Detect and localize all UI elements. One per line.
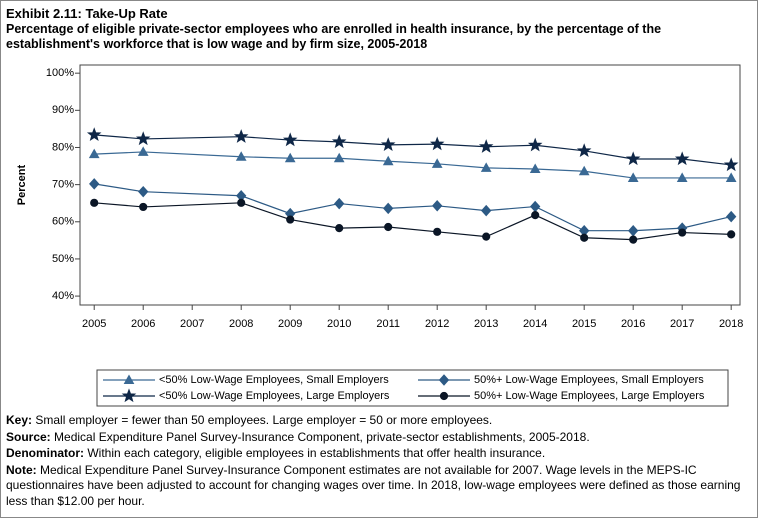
marker [333, 152, 345, 163]
note-label: Denominator: [6, 446, 84, 460]
marker [576, 143, 592, 157]
x-tick-label: 2006 [131, 318, 155, 330]
legend-label: 50%+ Low-Wage Employees, Large Employers [474, 390, 705, 402]
x-tick-label: 2012 [425, 318, 449, 330]
legend-marker [121, 388, 137, 403]
note-label: Note: [6, 462, 37, 477]
legend-label: <50% Low-Wage Employees, Small Employers [159, 374, 389, 386]
series-line [94, 183, 732, 232]
marker [384, 222, 393, 232]
chart-title: Exhibit 2.11: Take-Up Rate [6, 6, 168, 21]
y-tick-label: 80% [52, 141, 74, 153]
marker [725, 172, 737, 182]
marker [727, 230, 736, 239]
marker [233, 129, 249, 143]
legend-box [96, 369, 729, 407]
marker [139, 202, 148, 212]
series-line [94, 202, 732, 241]
marker [676, 172, 688, 182]
marker [334, 197, 345, 210]
marker [282, 132, 298, 147]
marker [331, 134, 347, 149]
y-tick-label: 40% [52, 290, 74, 302]
x-tick-label: 2010 [327, 318, 351, 330]
marker [88, 148, 100, 159]
marker [237, 198, 246, 207]
legend-marker [123, 374, 135, 384]
y-tick-label: 90% [52, 104, 74, 116]
marker [627, 172, 639, 182]
marker [429, 136, 445, 151]
marker [482, 232, 491, 241]
chart-subtitle: Percentage of eligible private-sector em… [6, 22, 662, 51]
marker [383, 202, 394, 215]
marker [629, 235, 638, 244]
x-tick-label: 2009 [278, 318, 302, 330]
marker [90, 198, 99, 207]
x-tick-label: 2015 [572, 318, 596, 330]
marker [284, 152, 296, 163]
marker [578, 165, 590, 176]
note: Key: Small employer = fewer than 50 empl… [6, 413, 746, 429]
marker [531, 210, 540, 220]
x-tick-label: 2017 [670, 318, 694, 330]
marker [138, 185, 149, 198]
note-text: Small employer = fewer than 50 employees… [35, 413, 493, 427]
note-text: Medical Expenditure Panel Survey-Insuran… [6, 462, 741, 508]
marker [580, 233, 589, 242]
chart: Percent 40% 50% 60% 70% 80% 90% 100% 2005 2006 20… [16, 64, 743, 407]
marker [335, 223, 344, 233]
plot-frame [79, 64, 741, 306]
x-tick-label: 2018 [719, 318, 743, 330]
notes: Key: Small employer = fewer than 50 empl… [6, 413, 746, 510]
note: Note: Medical Expenditure Panel Survey-I… [6, 463, 746, 510]
marker [480, 162, 492, 172]
marker [529, 163, 541, 174]
note-text: Medical Expenditure Panel Survey-Insuran… [54, 429, 590, 444]
marker [628, 224, 639, 237]
y-tick-label: 70% [52, 179, 74, 191]
legend-marker [439, 391, 449, 401]
marker [433, 227, 442, 236]
marker [481, 204, 492, 217]
x-tick-label: 2007 [180, 318, 204, 330]
y-axis-label: Percent [16, 164, 28, 205]
marker [89, 178, 100, 190]
y-tick-label: 60% [52, 216, 74, 228]
x-tick-label: 2016 [621, 318, 645, 330]
marker [380, 137, 396, 152]
legend-label: 50%+ Low-Wage Employees, Small Employers [474, 374, 704, 386]
note: Source: Medical Expenditure Panel Survey… [6, 430, 746, 446]
note-text: Within each category, eligible employees… [87, 446, 546, 460]
legend-marker [438, 374, 450, 386]
marker [723, 157, 739, 172]
marker [625, 151, 641, 166]
marker [478, 139, 494, 153]
x-tick-label: 2014 [523, 318, 547, 330]
marker [382, 155, 394, 166]
marker [431, 158, 443, 168]
marker [137, 146, 149, 156]
marker [678, 228, 687, 237]
marker [530, 200, 541, 213]
marker [726, 210, 737, 223]
legend-label: <50% Low-Wage Employees, Large Employers [159, 390, 390, 402]
x-tick-label: 2005 [82, 318, 106, 330]
x-tick-label: 2013 [474, 318, 498, 330]
marker [86, 127, 102, 142]
marker [135, 131, 151, 146]
note: Denominator: Within each category, eligi… [6, 446, 746, 462]
note-label: Source: [6, 429, 51, 444]
x-tick-label: 2011 [376, 318, 400, 330]
y-tick-label: 50% [52, 253, 74, 265]
marker [527, 137, 543, 152]
marker [286, 215, 295, 224]
x-tick-label: 2008 [229, 318, 253, 330]
marker [674, 151, 690, 166]
note-label: Key: [6, 413, 33, 427]
series-line [94, 151, 732, 179]
marker [432, 200, 443, 212]
y-tick-label: 100% [46, 67, 74, 79]
marker [235, 151, 247, 161]
